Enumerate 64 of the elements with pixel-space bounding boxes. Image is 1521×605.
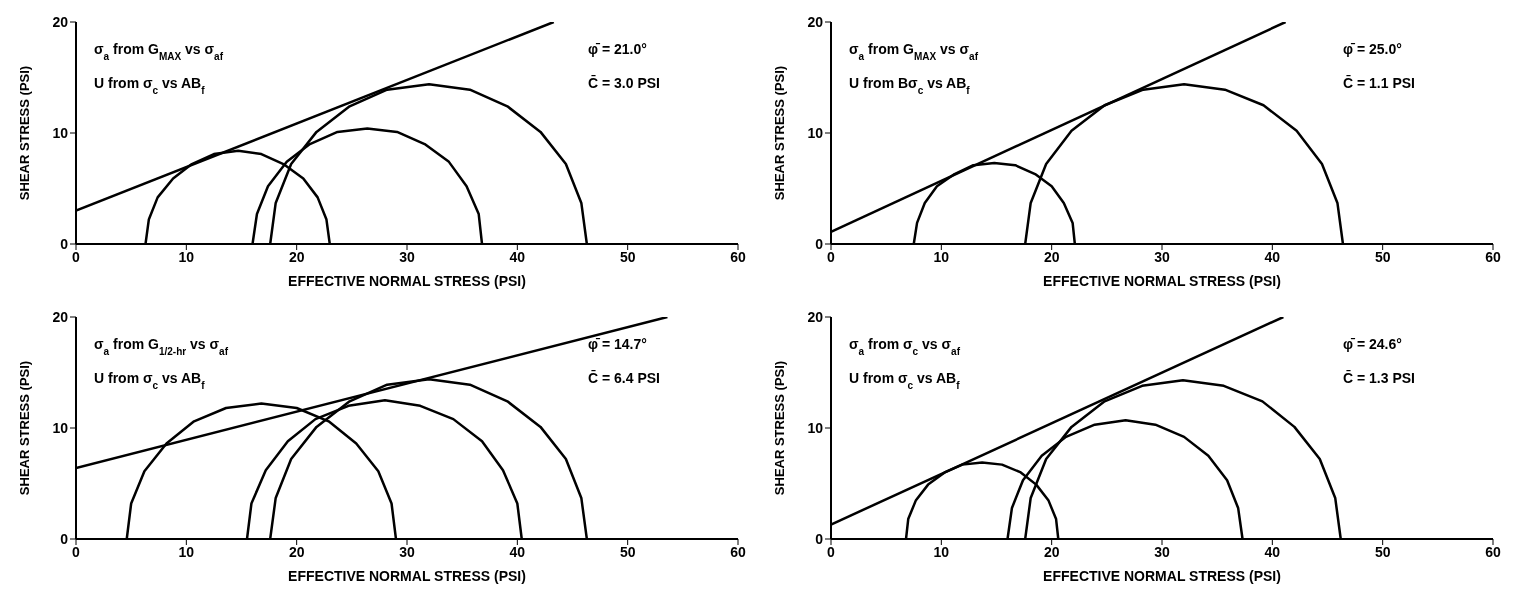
x-tick-label: 40 [1264, 543, 1281, 560]
y-tick-label: 10 [807, 124, 824, 141]
y-tick-label: 0 [60, 235, 69, 252]
annotation: C̄ = 6.4 PSI [588, 369, 660, 386]
y-tick-label: 10 [807, 419, 824, 436]
y-tick-label: 20 [52, 13, 69, 30]
x-tick-label: 30 [1154, 543, 1170, 560]
y-axis-title: SHEAR STRESS (PSI) [771, 360, 787, 496]
x-tick-label: 30 [1154, 248, 1170, 265]
x-tick-label: 40 [509, 543, 526, 560]
annotation: U from σ$_{c}$ vs AB$_{f}$ [94, 75, 206, 96]
y-tick-label: 0 [815, 530, 824, 547]
x-tick-label: 0 [827, 248, 836, 265]
annotation: C̄ = 1.1 PSI [1343, 74, 1415, 91]
x-tick-label: 30 [399, 248, 415, 265]
x-tick-label: 10 [178, 543, 195, 560]
x-tick-label: 20 [288, 248, 305, 265]
x-tick-label: 60 [730, 248, 746, 265]
y-tick-label: 0 [815, 235, 824, 252]
x-tick-label: 30 [399, 543, 415, 560]
y-tick-label: 0 [60, 530, 69, 547]
x-tick-label: 10 [933, 543, 950, 560]
annotation: φ̄ = 21.0° [588, 41, 647, 57]
x-tick-label: 40 [509, 248, 526, 265]
x-tick-label: 20 [1043, 248, 1060, 265]
x-tick-label: 0 [72, 248, 81, 265]
annotation: σ$_{a}$ from G$_{1/2-hr}$ vs σ$_{af}$ [94, 336, 229, 357]
y-axis-title: SHEAR STRESS (PSI) [771, 65, 787, 201]
y-tick-label: 20 [807, 13, 824, 30]
y-tick-label: 10 [52, 124, 69, 141]
x-tick-label: 40 [1264, 248, 1281, 265]
y-axis-title: SHEAR STRESS (PSI) [16, 65, 32, 201]
x-axis-title: EFFECTIVE NORMAL STRESS (PSI) [288, 273, 526, 289]
x-tick-label: 50 [619, 543, 636, 560]
annotation: σ$_{a}$ from σ$_{c}$ vs σ$_{af}$ [849, 336, 961, 357]
x-tick-label: 50 [1374, 543, 1391, 560]
annotation: C̄ = 3.0 PSI [588, 74, 660, 91]
x-tick-label: 0 [827, 543, 836, 560]
y-tick-label: 20 [807, 308, 824, 325]
x-tick-label: 60 [730, 543, 746, 560]
x-tick-label: 50 [1374, 248, 1391, 265]
x-tick-label: 10 [178, 248, 195, 265]
annotation: φ̄ = 25.0° [1343, 41, 1402, 57]
annotation: σ$_{a}$ from G$_{MAX}$ vs σ$_{af}$ [94, 41, 224, 62]
x-tick-label: 10 [933, 248, 950, 265]
x-tick-label: 50 [619, 248, 636, 265]
y-tick-label: 10 [52, 419, 69, 436]
y-axis-title: SHEAR STRESS (PSI) [16, 360, 32, 496]
x-tick-label: 20 [288, 543, 305, 560]
x-tick-label: 60 [1485, 248, 1501, 265]
annotation: φ̄ = 14.7° [588, 336, 647, 352]
annotation: U from σ$_{c}$ vs AB$_{f}$ [94, 370, 206, 391]
x-tick-label: 20 [1043, 543, 1060, 560]
annotation: U from Bσ$_{c}$ vs AB$_{f}$ [849, 75, 971, 96]
x-axis-title: EFFECTIVE NORMAL STRESS (PSI) [288, 568, 526, 584]
x-tick-label: 0 [72, 543, 81, 560]
annotation: φ̄ = 24.6° [1343, 336, 1402, 352]
x-axis-title: EFFECTIVE NORMAL STRESS (PSI) [1043, 568, 1281, 584]
x-axis-title: EFFECTIVE NORMAL STRESS (PSI) [1043, 273, 1281, 289]
annotation: σ$_{a}$ from G$_{MAX}$ vs σ$_{af}$ [849, 41, 979, 62]
x-tick-label: 60 [1485, 543, 1501, 560]
annotation: C̄ = 1.3 PSI [1343, 369, 1415, 386]
annotation: U from σ$_{c}$ vs AB$_{f}$ [849, 370, 961, 391]
y-tick-label: 20 [52, 308, 69, 325]
